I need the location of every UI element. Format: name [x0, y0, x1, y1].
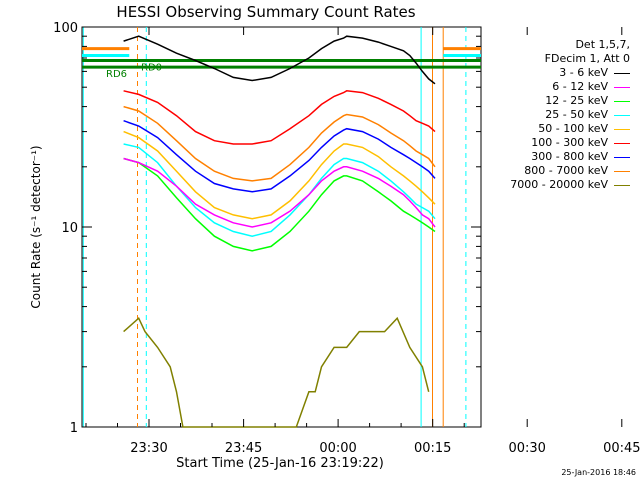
legend-entry-label: 7000 - 20000 keV: [510, 178, 608, 191]
legend-entry: 800 - 7000 keV: [488, 164, 630, 178]
legend-header-line-2: FDecim 1, Att 0: [544, 52, 630, 65]
legend-entry-label: 25 - 50 keV: [545, 108, 608, 121]
y-axis: 1 10 100: [53, 21, 481, 436]
x-tick-label: 00:30: [508, 441, 545, 456]
series-line-100-300-kev: [123, 90, 436, 145]
x-axis: 23:30 23:45 00:00 00:15 00:30 00:45: [85, 27, 640, 456]
y-tick-label: 100: [53, 21, 78, 36]
legend-header-line-1: Det 1,5,7,: [575, 38, 630, 51]
legend-entry: 100 - 300 keV: [488, 136, 630, 150]
x-tick-label: 00:45: [603, 441, 640, 456]
y-axis-label: Count Rate (s⁻¹ detector⁻¹): [29, 145, 43, 308]
x-axis-label: Start Time (25-Jan-16 23:19:22): [176, 456, 384, 471]
x-tick-label: 00:15: [414, 441, 451, 456]
legend-swatch: [614, 86, 630, 88]
series-line-6-12-kev: [123, 157, 436, 228]
series-line-7000-20000-kev: [123, 316, 430, 428]
legend-swatch: [614, 100, 630, 102]
legend-entry: 50 - 100 keV: [488, 122, 630, 136]
series-line-12-25-kev: [123, 157, 436, 252]
legend-entry-label: 300 - 800 keV: [531, 150, 608, 163]
legend-swatch: [614, 72, 630, 74]
legend-entry-label: 50 - 100 keV: [538, 122, 608, 135]
series-line-800-7000-kev: [123, 105, 436, 182]
series-line-3-6-kev: [123, 35, 436, 85]
legend-entry-label: 6 - 12 keV: [552, 80, 608, 93]
legend-swatch: [614, 142, 630, 144]
legend-entry-label: 12 - 25 keV: [545, 94, 608, 107]
x-tick-label: 00:00: [319, 441, 356, 456]
series-line-300-800-kev: [123, 119, 436, 193]
series-line-50-100-kev: [123, 130, 436, 220]
legend-swatch: [614, 114, 630, 116]
legend-entry: 3 - 6 keV: [488, 66, 630, 80]
legend-swatch: [614, 170, 630, 172]
flag-label: RD0: [141, 63, 162, 74]
legend-entry: 7000 - 20000 keV: [488, 178, 630, 192]
y-tick-label: 10: [61, 221, 78, 236]
time-markers: [82, 27, 467, 427]
legend-swatch: [614, 184, 630, 186]
legend-entry: 25 - 50 keV: [488, 108, 630, 122]
series-line-25-50-kev: [123, 143, 436, 237]
legend-entry-label: 800 - 7000 keV: [524, 164, 608, 177]
legend-entry-label: 100 - 300 keV: [531, 136, 608, 149]
legend-entry-label: 3 - 6 keV: [559, 66, 608, 79]
flag-label: RD6: [106, 69, 127, 80]
legend-entry: 12 - 25 keV: [488, 94, 630, 108]
y-tick-label: 1: [70, 421, 78, 436]
x-tick-label: 23:45: [225, 441, 262, 456]
legend-swatch: [614, 156, 630, 158]
legend-entry: 300 - 800 keV: [488, 150, 630, 164]
legend: Det 1,5,7, FDecim 1, Att 0 3 - 6 keV 6 - …: [488, 38, 630, 192]
chart-title: HESSI Observing Summary Count Rates: [116, 3, 415, 21]
footer-timestamp: 25-Jan-2016 18:46: [561, 468, 636, 477]
legend-swatch: [614, 128, 630, 130]
series-lines: [123, 35, 436, 428]
legend-entry: 6 - 12 keV: [488, 80, 630, 94]
x-tick-label: 23:30: [130, 441, 167, 456]
